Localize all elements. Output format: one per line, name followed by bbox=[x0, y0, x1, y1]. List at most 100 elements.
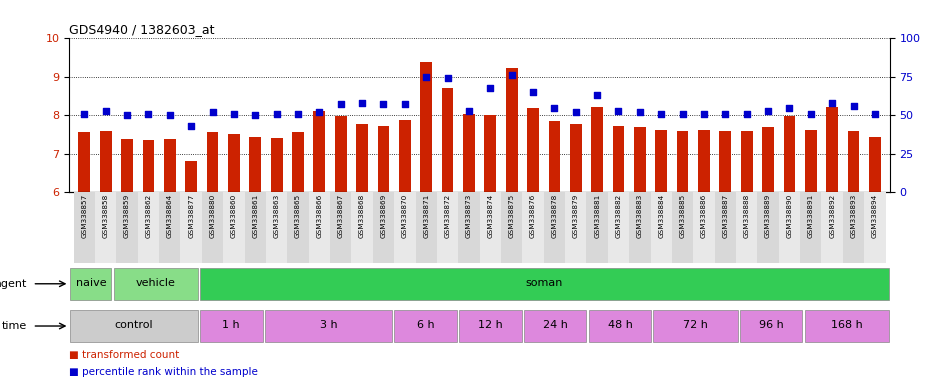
Bar bbox=[265, 310, 392, 342]
Bar bbox=[394, 310, 457, 342]
Text: GSM338886: GSM338886 bbox=[701, 194, 707, 238]
Bar bbox=[399, 120, 411, 192]
Point bbox=[290, 111, 305, 117]
Point bbox=[504, 72, 519, 78]
Bar bbox=[527, 108, 539, 192]
Bar bbox=[415, 192, 437, 263]
Text: GSM338889: GSM338889 bbox=[765, 194, 771, 238]
Bar bbox=[314, 111, 326, 192]
Text: GSM338870: GSM338870 bbox=[401, 194, 408, 238]
Point bbox=[98, 108, 113, 114]
Text: GSM338884: GSM338884 bbox=[659, 194, 664, 238]
Bar bbox=[826, 107, 838, 192]
Text: GSM338865: GSM338865 bbox=[295, 194, 301, 238]
Point bbox=[825, 100, 840, 106]
Bar bbox=[441, 88, 453, 192]
Bar bbox=[271, 138, 282, 192]
Text: GSM338885: GSM338885 bbox=[680, 194, 685, 238]
Text: GSM338881: GSM338881 bbox=[594, 194, 600, 238]
Text: GSM338873: GSM338873 bbox=[466, 194, 472, 238]
Bar bbox=[206, 132, 218, 192]
Bar bbox=[715, 192, 736, 263]
Bar bbox=[100, 131, 112, 192]
Bar bbox=[805, 130, 817, 192]
Text: GSM338858: GSM338858 bbox=[103, 194, 109, 238]
Point bbox=[269, 111, 284, 117]
Point bbox=[804, 111, 819, 117]
Bar bbox=[70, 268, 112, 300]
Text: GSM338859: GSM338859 bbox=[124, 194, 130, 238]
Bar bbox=[228, 134, 240, 192]
Bar bbox=[672, 192, 693, 263]
Bar bbox=[266, 192, 288, 263]
Point bbox=[440, 75, 455, 81]
Text: GSM338864: GSM338864 bbox=[166, 194, 173, 238]
Bar bbox=[330, 192, 352, 263]
Point bbox=[77, 111, 92, 117]
Bar bbox=[244, 192, 266, 263]
Text: GSM338874: GSM338874 bbox=[487, 194, 493, 238]
Text: 3 h: 3 h bbox=[320, 320, 338, 330]
Bar bbox=[373, 192, 394, 263]
Text: GSM338878: GSM338878 bbox=[551, 194, 558, 238]
Bar bbox=[420, 62, 432, 192]
Text: GSM338893: GSM338893 bbox=[850, 194, 857, 238]
Text: GSM338883: GSM338883 bbox=[636, 194, 643, 238]
Point bbox=[718, 111, 733, 117]
Bar bbox=[758, 192, 779, 263]
Bar bbox=[608, 192, 629, 263]
Point bbox=[590, 92, 605, 98]
Bar bbox=[121, 139, 133, 192]
Point bbox=[547, 104, 561, 111]
Bar bbox=[459, 310, 522, 342]
Point bbox=[739, 111, 754, 117]
Text: GSM338888: GSM338888 bbox=[744, 194, 749, 238]
Bar bbox=[629, 192, 650, 263]
Point bbox=[868, 111, 882, 117]
Point bbox=[611, 108, 626, 114]
Text: GSM338857: GSM338857 bbox=[81, 194, 87, 238]
Bar bbox=[352, 192, 373, 263]
Bar bbox=[864, 192, 885, 263]
Bar bbox=[762, 127, 774, 192]
Point bbox=[675, 111, 690, 117]
Text: GSM338892: GSM338892 bbox=[829, 194, 835, 238]
Point bbox=[376, 101, 391, 108]
Bar bbox=[506, 68, 518, 192]
Text: GSM338871: GSM338871 bbox=[424, 194, 429, 238]
Bar bbox=[479, 192, 501, 263]
Text: GSM338876: GSM338876 bbox=[530, 194, 536, 238]
Bar bbox=[437, 192, 458, 263]
Bar bbox=[655, 130, 667, 192]
Text: time: time bbox=[2, 321, 27, 331]
Text: soman: soman bbox=[525, 278, 563, 288]
Point bbox=[205, 109, 220, 115]
Bar bbox=[740, 310, 802, 342]
Bar bbox=[805, 310, 889, 342]
Bar bbox=[523, 192, 544, 263]
Bar bbox=[200, 310, 263, 342]
Text: GSM338880: GSM338880 bbox=[210, 194, 216, 238]
Bar bbox=[588, 310, 651, 342]
Text: 72 h: 72 h bbox=[683, 320, 708, 330]
Text: GSM338868: GSM338868 bbox=[359, 194, 365, 238]
Point bbox=[184, 123, 199, 129]
Bar bbox=[586, 192, 608, 263]
Text: 1 h: 1 h bbox=[223, 320, 240, 330]
Bar bbox=[501, 192, 523, 263]
Bar bbox=[821, 192, 843, 263]
Point bbox=[633, 109, 648, 115]
Bar bbox=[741, 131, 753, 192]
Text: 12 h: 12 h bbox=[478, 320, 503, 330]
Bar bbox=[720, 131, 731, 192]
Bar bbox=[70, 310, 198, 342]
Text: 96 h: 96 h bbox=[758, 320, 783, 330]
Bar bbox=[549, 121, 561, 192]
Point bbox=[354, 100, 369, 106]
Text: ■ transformed count: ■ transformed count bbox=[69, 350, 179, 360]
Bar bbox=[779, 192, 800, 263]
Bar bbox=[200, 268, 889, 300]
Bar bbox=[524, 310, 586, 342]
Point bbox=[119, 112, 134, 118]
Text: GSM338887: GSM338887 bbox=[722, 194, 728, 238]
